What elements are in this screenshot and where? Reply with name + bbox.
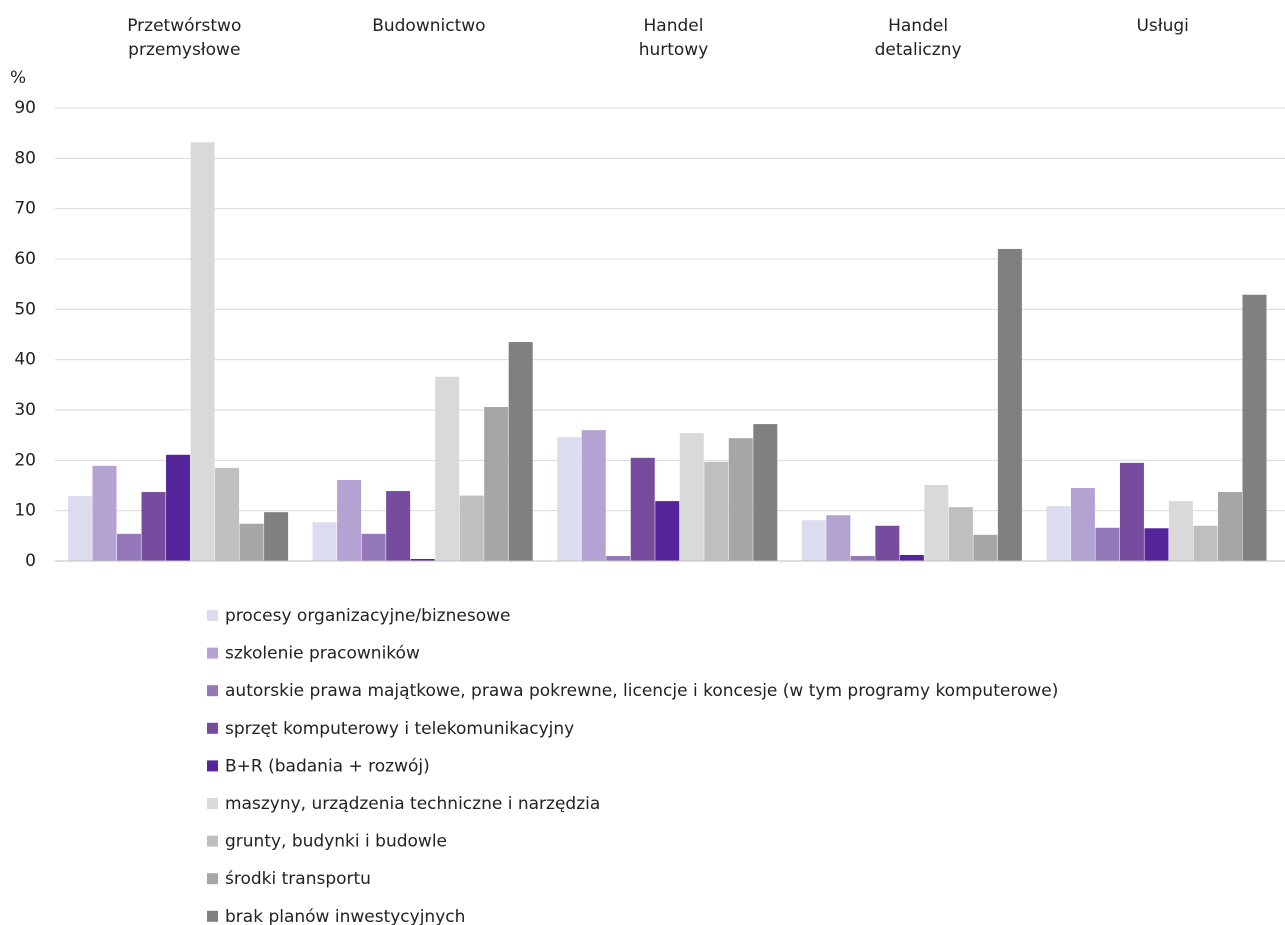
bar xyxy=(557,437,582,561)
bar xyxy=(484,406,509,561)
bar xyxy=(826,515,851,561)
bar xyxy=(1119,462,1144,561)
bar xyxy=(753,424,778,561)
bar xyxy=(655,501,680,561)
legend-label: środki transportu xyxy=(225,869,371,889)
legend-swatch xyxy=(207,610,218,621)
bar xyxy=(435,376,460,561)
bar xyxy=(386,491,411,561)
bar xyxy=(410,558,435,561)
category-label: Przetwórstwo przemysłowe xyxy=(127,16,242,60)
legend-label: brak planów inwestycyjnych xyxy=(225,907,465,925)
bar xyxy=(997,248,1022,561)
y-tick-label: 10 xyxy=(14,501,36,521)
legend-label: sprzęt komputerowy i telekomunikacyjny xyxy=(225,719,574,739)
bar xyxy=(459,495,484,561)
legend-swatch xyxy=(207,910,218,922)
bar xyxy=(1193,525,1218,561)
bar xyxy=(190,142,215,561)
bar xyxy=(973,534,998,561)
bar xyxy=(361,533,386,561)
bar xyxy=(239,523,264,561)
bar xyxy=(1242,294,1267,561)
legend-label: procesy organizacyjne/biznesowe xyxy=(225,606,510,626)
y-axis-label: % xyxy=(10,68,26,88)
y-tick-label: 50 xyxy=(14,299,36,319)
bar xyxy=(801,520,826,561)
legend-label: autorskie prawa majątkowe, prawa pokrewn… xyxy=(225,681,1058,701)
bar xyxy=(1095,527,1120,561)
legend-swatch xyxy=(207,835,218,847)
y-tick-label: 70 xyxy=(14,199,36,219)
bar xyxy=(850,555,875,561)
legend-swatch xyxy=(207,685,218,697)
bar xyxy=(875,525,900,561)
bar xyxy=(215,467,240,561)
bar xyxy=(630,457,655,561)
y-tick-label: 30 xyxy=(14,400,36,420)
bar xyxy=(581,430,606,561)
y-tick-label: 0 xyxy=(25,551,36,571)
legend-label: B+R (badania + rozwój) xyxy=(225,756,430,776)
category-label: Budownictwo xyxy=(372,16,486,36)
bar xyxy=(704,461,729,561)
bar xyxy=(68,496,93,561)
legend-swatch xyxy=(207,760,218,772)
legend-swatch xyxy=(207,798,218,809)
legend-label: grunty, budynki i budowle xyxy=(225,832,447,852)
bar xyxy=(141,492,166,561)
bar xyxy=(924,484,949,561)
legend-swatch xyxy=(207,722,218,734)
y-tick-label: 20 xyxy=(14,450,36,470)
category-label: Usługi xyxy=(1136,16,1189,36)
legend-label: szkolenie pracowników xyxy=(225,644,420,664)
y-tick-label: 90 xyxy=(14,98,36,118)
bar xyxy=(1217,492,1242,561)
bar xyxy=(166,454,191,561)
legend-swatch xyxy=(207,873,218,885)
bar xyxy=(508,342,533,561)
bar xyxy=(728,438,753,561)
y-tick-label: 80 xyxy=(14,148,36,168)
y-tick-label: 40 xyxy=(14,350,36,370)
bar xyxy=(264,512,289,561)
bar xyxy=(337,479,362,561)
bar xyxy=(117,533,142,561)
bar xyxy=(1144,528,1169,561)
bar xyxy=(312,522,337,561)
category-label: Handel hurtowy xyxy=(638,16,709,60)
legend-label: maszyny, urządzenia techniczne i narzędz… xyxy=(225,794,600,814)
bar xyxy=(1168,501,1193,561)
bar xyxy=(92,465,117,561)
bar xyxy=(1070,488,1095,561)
bar xyxy=(606,555,631,561)
category-label: Handel detaliczny xyxy=(874,16,962,60)
bar xyxy=(899,554,924,561)
y-tick-label: 60 xyxy=(14,249,36,269)
bar xyxy=(1046,506,1071,561)
bar xyxy=(948,507,973,561)
legend-swatch xyxy=(207,647,218,659)
bar xyxy=(679,433,704,561)
